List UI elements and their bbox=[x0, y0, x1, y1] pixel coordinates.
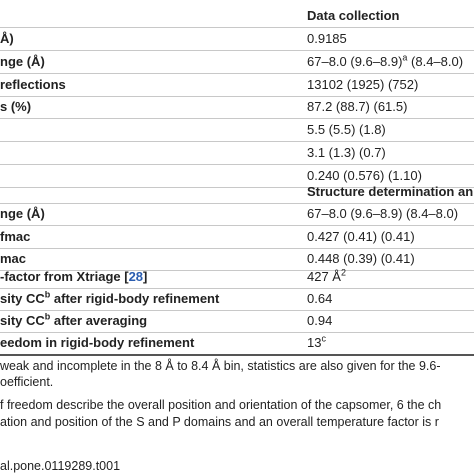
row-value: 67–8.0 (9.6–8.9)a (8.4–8.0) bbox=[307, 52, 464, 70]
row-label: fmac bbox=[0, 229, 30, 245]
row-value: 0.9185 bbox=[307, 31, 347, 47]
text: Å) bbox=[0, 31, 14, 46]
text: ] bbox=[143, 269, 148, 284]
row-rule bbox=[0, 118, 474, 119]
row-rule bbox=[0, 225, 474, 226]
row-rule bbox=[0, 203, 474, 204]
row-label: sity CCb after averaging bbox=[0, 311, 148, 329]
text: reflections bbox=[0, 77, 66, 92]
row-label: s (%) bbox=[0, 99, 31, 115]
row-value: 3.1 (1.3) (0.7) bbox=[307, 145, 386, 161]
row-rule bbox=[0, 248, 474, 249]
text: after averaging bbox=[50, 313, 148, 328]
footnote: weak and incomplete in the 8 Å to 8.4 Å … bbox=[0, 359, 441, 373]
row-rule bbox=[0, 187, 474, 188]
text: 0.448 (0.39) (0.41) bbox=[307, 251, 415, 266]
row-value: 0.94 bbox=[307, 313, 332, 329]
row-label: mac bbox=[0, 251, 26, 267]
row-value: 0.427 (0.41) (0.41) bbox=[307, 229, 415, 245]
text: 67–8.0 (9.6–8.9) (8.4–8.0) bbox=[307, 206, 459, 221]
row-label: eedom in rigid-body refinement bbox=[0, 335, 194, 351]
row-value: 0.64 bbox=[307, 291, 332, 307]
text: 87.2 (88.7) (61.5) bbox=[307, 99, 408, 114]
text: -factor from Xtriage [ bbox=[0, 269, 129, 284]
text: 0.64 bbox=[307, 291, 333, 306]
text: 13 bbox=[307, 335, 322, 350]
row-rule bbox=[0, 27, 474, 28]
row-rule bbox=[0, 270, 474, 271]
text: 67–8.0 (9.6–8.9) bbox=[307, 54, 403, 69]
text: 0.427 (0.41) (0.41) bbox=[307, 229, 415, 244]
row-rule bbox=[0, 354, 474, 356]
row-rule bbox=[0, 141, 474, 142]
text: 3.1 (1.3) (0.7) bbox=[307, 145, 386, 160]
text: after rigid-body refinement bbox=[50, 291, 220, 306]
section-header: Structure determination an bbox=[307, 184, 474, 199]
footnote: oefficient. bbox=[0, 375, 54, 389]
row-rule bbox=[0, 164, 474, 165]
text: 13102 (1925) (752) bbox=[307, 77, 419, 92]
row-value: 13c bbox=[307, 333, 326, 351]
row-rule bbox=[0, 96, 474, 97]
text: 0.94 bbox=[307, 313, 333, 328]
text: 5.5 (5.5) (1.8) bbox=[307, 122, 386, 137]
row-rule bbox=[0, 50, 474, 51]
superscript: b bbox=[44, 289, 51, 300]
row-label: -factor from Xtriage [28] bbox=[0, 269, 147, 285]
row-rule bbox=[0, 73, 474, 74]
superscript: b bbox=[44, 311, 51, 322]
text: sity CC bbox=[0, 313, 45, 328]
row-label: Å) bbox=[0, 31, 14, 47]
row-rule bbox=[0, 310, 474, 311]
row-label: nge (Å) bbox=[0, 206, 45, 222]
row-rule bbox=[0, 332, 474, 333]
text: 427 Å bbox=[307, 269, 341, 284]
text: sity CC bbox=[0, 291, 45, 306]
text: eedom in rigid-body refinement bbox=[0, 335, 195, 350]
superscript: 2 bbox=[340, 267, 346, 278]
text: mac bbox=[0, 251, 27, 266]
text: nge (Å) bbox=[0, 206, 45, 221]
row-value: 427 Å2 bbox=[307, 267, 346, 285]
row-value: 5.5 (5.5) (1.8) bbox=[307, 122, 386, 138]
superscript: c bbox=[321, 333, 326, 344]
footnote: ation and position of the S and P domain… bbox=[0, 415, 439, 429]
section-header: Data collection bbox=[307, 8, 400, 23]
doi: al.pone.0119289.t001 bbox=[0, 459, 121, 473]
row-label: reflections bbox=[0, 77, 66, 93]
reference-link[interactable]: 28 bbox=[128, 269, 144, 284]
footnote: f freedom describe the overall position … bbox=[0, 398, 442, 412]
text: (8.4–8.0) bbox=[407, 54, 464, 69]
text: 0.9185 bbox=[307, 31, 347, 46]
text: 0.240 (0.576) (1.10) bbox=[307, 168, 422, 183]
row-label: nge (Å) bbox=[0, 54, 45, 70]
text: nge (Å) bbox=[0, 54, 45, 69]
superscript: a bbox=[402, 52, 408, 63]
row-label: sity CCb after rigid-body refinement bbox=[0, 289, 220, 307]
row-value: 13102 (1925) (752) bbox=[307, 77, 418, 93]
text: s (%) bbox=[0, 99, 32, 114]
row-rule bbox=[0, 288, 474, 289]
row-value: 67–8.0 (9.6–8.9) (8.4–8.0) bbox=[307, 206, 458, 222]
row-value: 0.240 (0.576) (1.10) bbox=[307, 168, 422, 184]
row-value: 87.2 (88.7) (61.5) bbox=[307, 99, 407, 115]
text: fmac bbox=[0, 229, 31, 244]
row-value: 0.448 (0.39) (0.41) bbox=[307, 251, 415, 267]
